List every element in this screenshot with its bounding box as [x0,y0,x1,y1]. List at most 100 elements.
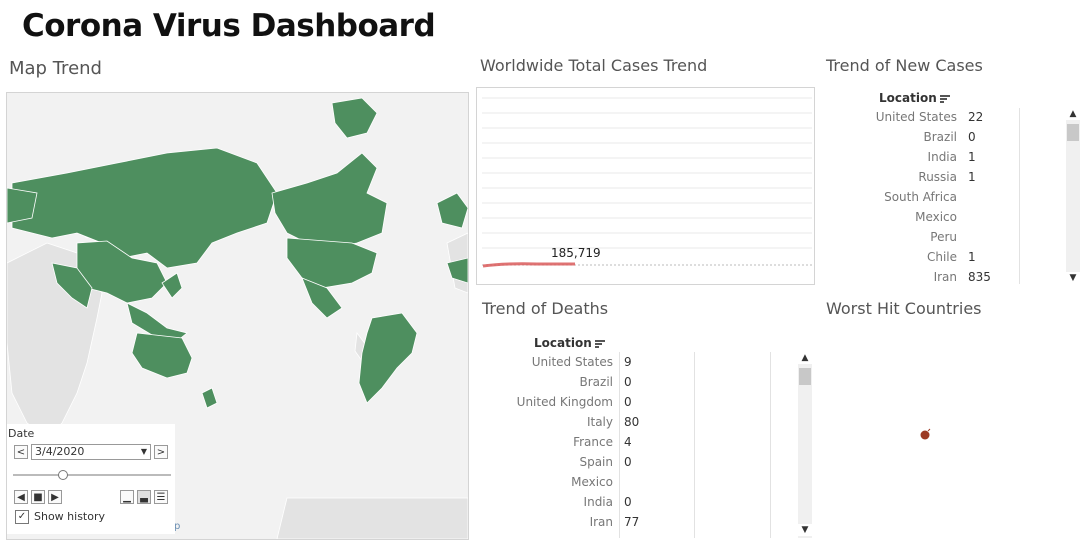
table-row[interactable]: United States 22 [826,107,1061,127]
chevron-right-icon[interactable]: > [154,445,168,459]
table-row[interactable]: India 1 [826,147,1061,167]
scroll-down-icon[interactable]: ▼ [1066,272,1080,284]
column-divider [770,352,771,538]
speed-fast-icon[interactable]: ☰ [154,490,168,504]
worldwide-trend-chart[interactable]: 185,719 [476,87,815,285]
table-row[interactable]: Russia 1 [826,167,1061,187]
value-cell: 4 [624,435,632,449]
date-slider-track[interactable] [13,474,171,476]
location-cell: India [927,150,957,164]
table-row[interactable]: Peru [826,227,1061,247]
value-cell: 0 [624,375,632,389]
south-america-shape [358,312,418,404]
table-row[interactable]: South Africa [826,187,1061,207]
mexico-shape [301,277,343,319]
scroll-thumb[interactable] [1067,124,1079,141]
table-row[interactable]: Italy 80 [476,412,794,432]
map-panel-title: Map Trend [9,58,102,79]
column-divider [619,352,620,538]
greenland-shape [331,97,378,139]
location-cell: Mexico [915,210,957,224]
location-cell: United States [875,110,957,124]
location-cell: Iran [589,515,613,529]
table-row[interactable]: Brazil 0 [826,127,1061,147]
location-column-header[interactable]: Location [534,336,605,350]
deaths-table: Location United States 9 Brazil 0 United Kin… [476,333,816,538]
table-row[interactable]: Iran 77 [476,512,794,532]
map-attribution[interactable]: p [174,521,181,532]
antarctica-shape [276,497,468,539]
scroll-thumb[interactable] [799,368,811,385]
table-row[interactable]: India 0 [476,492,794,512]
location-cell: Brazil [579,375,614,389]
world-map[interactable] [7,93,468,539]
location-cell: France [573,435,613,449]
location-cell: United States [531,355,613,369]
date-select[interactable]: 3/4/2020 ▼ [31,444,151,460]
new-cases-table: Location United States 22 Brazil 0 India 1 Rus… [826,88,1082,284]
location-cell: Brazil [923,130,958,144]
cases-data-label: 185,719 [551,246,601,260]
date-slider-thumb[interactable] [58,470,68,480]
speed-medium-icon[interactable]: ▃ [137,490,151,504]
show-history-label: Show history [34,510,106,523]
speed-slow-icon[interactable]: ▁ [120,490,134,504]
value-cell: 1 [968,250,976,264]
location-cell: Mexico [571,475,613,489]
value-cell: 77 [624,515,640,529]
southeast-asia-shape [126,302,188,342]
japan-shape [161,272,183,299]
table-row[interactable]: Mexico [476,472,794,492]
value-cell: 0 [624,395,632,409]
date-label: Date [8,427,35,440]
show-history-checkbox[interactable]: ✓ [15,510,29,524]
value-cell: 0 [968,130,976,144]
location-cell: Russia [918,170,957,184]
cases-trend-line [482,262,575,268]
column-divider [1019,108,1020,284]
location-cell: Iran [933,270,957,284]
sort-icon[interactable] [594,339,605,348]
sort-icon[interactable] [939,94,950,103]
table-row[interactable]: United Kingdom 0 [476,392,794,412]
location-column-header[interactable]: Location [879,91,950,105]
location-cell: Italy [586,415,613,429]
table-row[interactable]: United States 9 [476,352,794,372]
west-africa-shape [446,257,468,284]
step-back-icon[interactable]: ◀ [14,490,28,504]
dashboard-title: Corona Virus Dashboard [22,8,436,44]
worst-hit-point-tick [927,428,931,432]
location-cell: Chile [926,250,957,264]
column-divider [694,352,695,538]
table-row[interactable]: Mexico [826,207,1061,227]
table-row[interactable]: Iran 835 [826,267,1061,287]
stop-icon[interactable]: ■ [31,490,45,504]
location-cell: Peru [930,230,957,244]
deaths-scrollbar[interactable]: ▲ ▼ [798,352,812,538]
date-value: 3/4/2020 [35,445,85,458]
russia-shape [11,147,278,269]
table-row[interactable]: France 4 [476,432,794,452]
scroll-up-icon[interactable]: ▲ [1066,108,1080,120]
usa-shape [286,237,378,289]
uk-shape [436,192,468,229]
value-cell: 22 [968,110,984,124]
chevron-left-icon[interactable]: < [14,445,28,459]
scroll-up-icon[interactable]: ▲ [798,352,812,364]
scroll-down-icon[interactable]: ▼ [798,524,812,536]
canada-shape [271,152,388,249]
value-cell: 0 [624,455,632,469]
value-cell: 1 [968,150,976,164]
worst-hit-chart[interactable] [826,325,1082,535]
play-icon[interactable]: ▶ [48,490,62,504]
worldwide-panel-title: Worldwide Total Cases Trend [480,56,708,75]
location-cell: India [583,495,613,509]
table-row[interactable]: Chile 1 [826,247,1061,267]
caret-down-icon[interactable]: ▼ [140,447,147,456]
new-cases-scrollbar[interactable]: ▲ ▼ [1066,108,1080,284]
new-zealand-shape [201,387,218,409]
worst-hit-point[interactable] [920,430,930,440]
table-row[interactable]: Brazil 0 [476,372,794,392]
table-row[interactable]: Spain 0 [476,452,794,472]
europe-shape [7,187,38,224]
